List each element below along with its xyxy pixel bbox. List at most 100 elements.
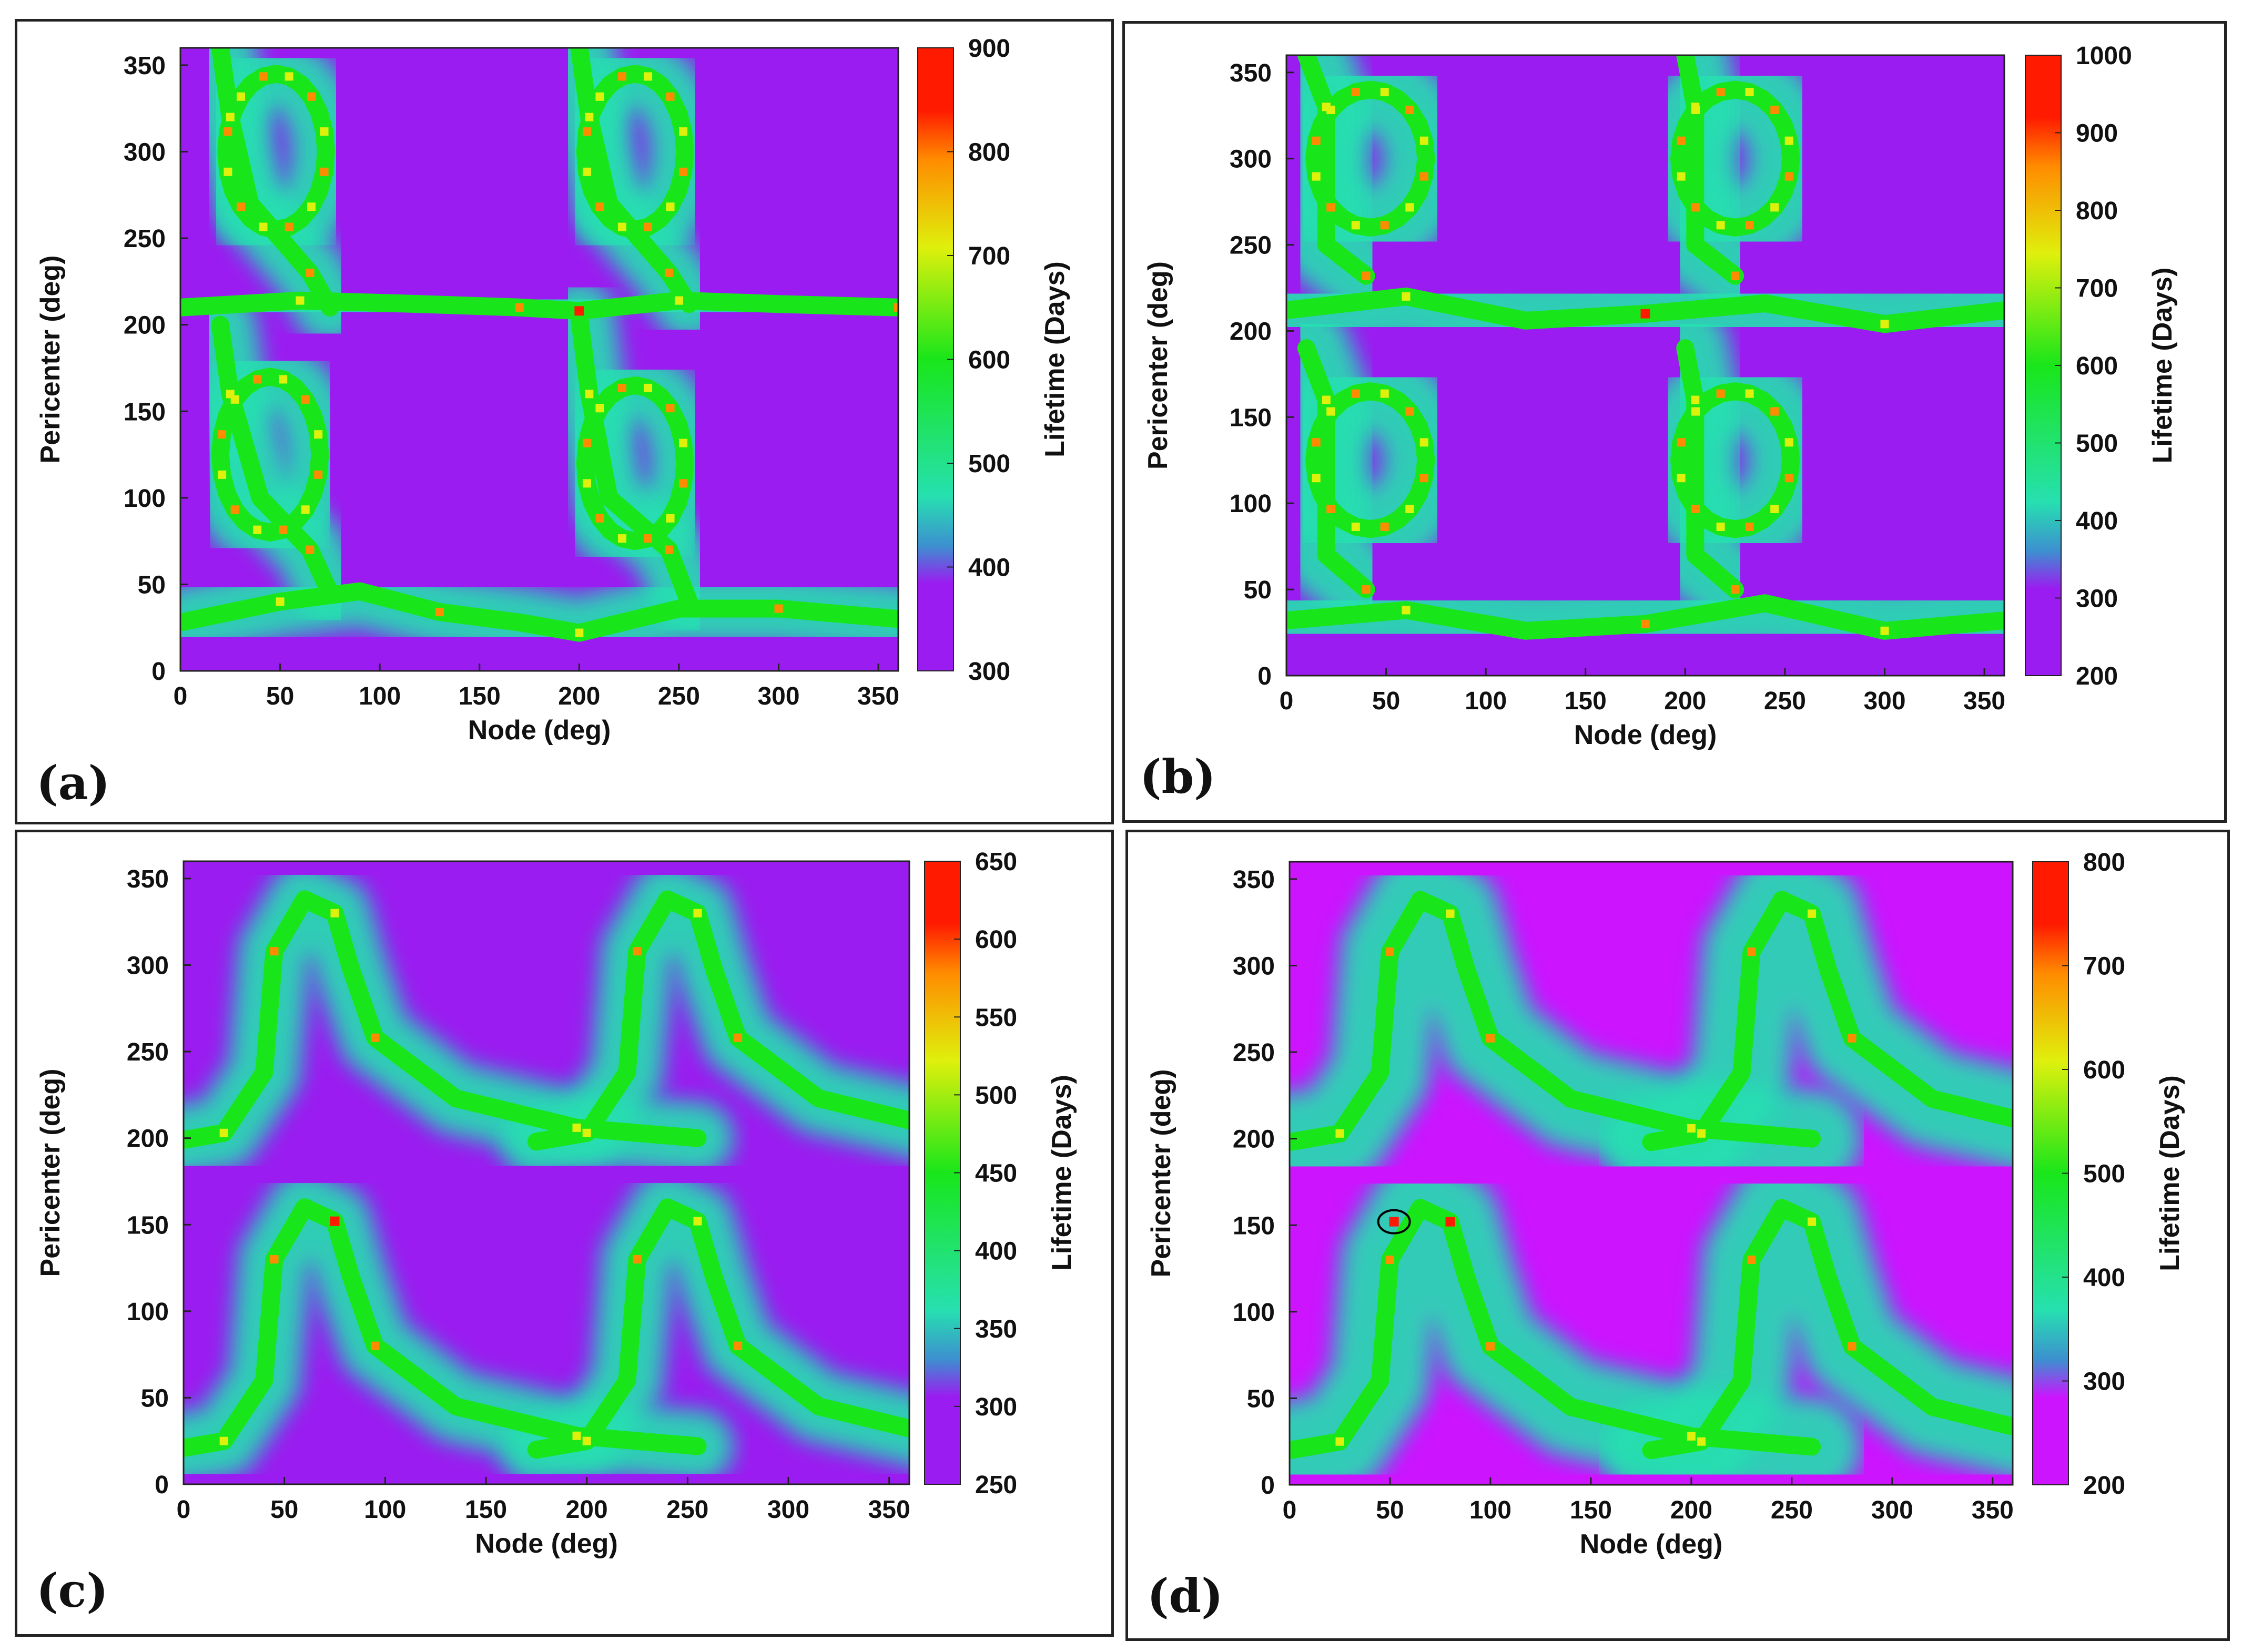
x-axis-label: Node (deg)	[1580, 1529, 1723, 1559]
y-tick-label: 100	[124, 485, 166, 513]
hot-cell	[259, 72, 268, 81]
x-tick-label: 50	[270, 1496, 298, 1524]
colorbar-tick-label: 200	[2083, 1472, 2125, 1500]
y-axis-label: Pericenter (deg)	[35, 256, 66, 464]
hot-cell	[320, 127, 329, 136]
max-lifetime-cell	[1640, 309, 1650, 319]
hot-cell	[644, 72, 653, 81]
y-tick-label: 200	[124, 312, 166, 340]
x-tick-label: 150	[1565, 687, 1607, 715]
y-tick-label: 150	[1230, 404, 1272, 432]
y-tick-label: 300	[1230, 146, 1272, 174]
colorbar-tick-label: 900	[968, 35, 1010, 63]
band-core	[217, 65, 335, 239]
hot-cell	[1405, 504, 1414, 513]
hot-cell	[572, 1431, 581, 1440]
hot-cell	[1446, 909, 1455, 918]
hot-cell	[1747, 1256, 1756, 1265]
hot-cell	[1405, 105, 1414, 114]
hot-cell	[259, 222, 268, 231]
hot-cell	[1419, 136, 1428, 145]
y-tick-label: 0	[1261, 1472, 1275, 1500]
hot-cell	[666, 514, 675, 523]
hot-cell	[617, 72, 626, 81]
y-tick-label: 0	[151, 658, 166, 686]
x-tick-label: 100	[364, 1496, 406, 1524]
hot-cell	[1362, 271, 1371, 280]
hot-cell	[1848, 1034, 1857, 1043]
band-core	[1305, 382, 1435, 538]
panel-label-a: (a)	[36, 756, 110, 810]
max-lifetime-cell	[330, 1216, 340, 1226]
x-tick-label: 50	[266, 682, 294, 710]
hot-cell	[582, 1436, 591, 1445]
hot-cell	[595, 92, 604, 101]
hot-cell	[1691, 103, 1700, 111]
hot-cell	[679, 439, 688, 447]
y-tick-label: 100	[127, 1298, 169, 1326]
hot-cell	[582, 127, 591, 136]
hot-cell	[666, 404, 675, 413]
plot-frame	[182, 860, 910, 1485]
hot-cell	[1385, 947, 1394, 956]
y-tick-label: 350	[1230, 59, 1272, 87]
colorbar-tick-label: 650	[975, 848, 1017, 876]
hot-cell	[894, 303, 898, 312]
y-tick-label: 200	[1230, 318, 1272, 345]
hot-cell	[307, 92, 316, 101]
colorbar-label: Lifetime (Days)	[2155, 1075, 2185, 1271]
x-tick-label: 100	[359, 682, 401, 710]
x-tick-label: 200	[566, 1496, 608, 1524]
hot-cell	[734, 1341, 743, 1350]
hot-cell	[1691, 504, 1700, 513]
hot-cell	[253, 375, 262, 384]
hot-cell	[1770, 105, 1779, 114]
hot-cell	[435, 608, 444, 617]
hot-cell	[218, 430, 227, 439]
hot-cell	[306, 545, 315, 554]
y-tick-label: 300	[127, 952, 169, 980]
hot-cell	[1322, 103, 1331, 111]
hot-cell	[1405, 407, 1414, 416]
hot-cell	[666, 92, 675, 101]
x-tick-label: 300	[757, 682, 799, 710]
colorbar-tick-label: 300	[2083, 1368, 2125, 1396]
hot-cell	[1641, 619, 1650, 628]
colorbar-tick-label: 1000	[2076, 42, 2132, 70]
band-core	[1670, 80, 1800, 237]
panel-b: 0 50 100 150 200 250 300 350 0 50 100 150 200 250 300 3…	[1122, 21, 2227, 823]
y-axis-label: Pericenter (deg)	[1143, 261, 1173, 470]
hot-cell	[1716, 88, 1725, 97]
hot-cell	[1326, 407, 1335, 416]
x-tick-label: 50	[1372, 687, 1400, 715]
hot-cell	[1385, 1256, 1394, 1265]
hot-cell	[575, 628, 584, 637]
hot-cell	[1419, 438, 1428, 447]
x-tick-label: 50	[1376, 1496, 1404, 1524]
hot-cell	[595, 202, 604, 211]
hot-cell	[1351, 389, 1360, 398]
x-tick-label: 200	[1670, 1496, 1712, 1524]
hot-cell	[617, 383, 626, 392]
hot-cell	[371, 1033, 380, 1042]
y-tick-label: 0	[1257, 662, 1272, 690]
marked-point-circle	[1377, 1209, 1411, 1235]
hot-cell	[1745, 522, 1754, 531]
hot-cell	[679, 167, 688, 176]
hot-cell	[253, 525, 262, 534]
heatmap-a: 0 50 100 150 200 250 300 350 0 50 100 150 200 250 300 3…	[35, 35, 1070, 746]
x-tick-label: 300	[1871, 1496, 1913, 1524]
hot-cell	[664, 545, 673, 554]
colorbar-tick-label: 550	[975, 1004, 1017, 1032]
hot-cell	[1691, 407, 1700, 416]
heatmap-b: 0 50 100 150 200 250 300 350 0 50 100 150 200 250 300 3…	[1143, 42, 2178, 750]
hot-cell	[734, 1033, 743, 1042]
hot-cell	[774, 604, 783, 613]
x-tick-label: 250	[658, 682, 700, 710]
hot-cell	[1380, 389, 1389, 398]
hot-cell	[644, 383, 653, 392]
hot-cell	[1770, 504, 1779, 513]
max-lifetime-cell	[574, 306, 584, 316]
y-tick-label: 250	[124, 225, 166, 253]
y-tick-label: 250	[127, 1038, 169, 1066]
